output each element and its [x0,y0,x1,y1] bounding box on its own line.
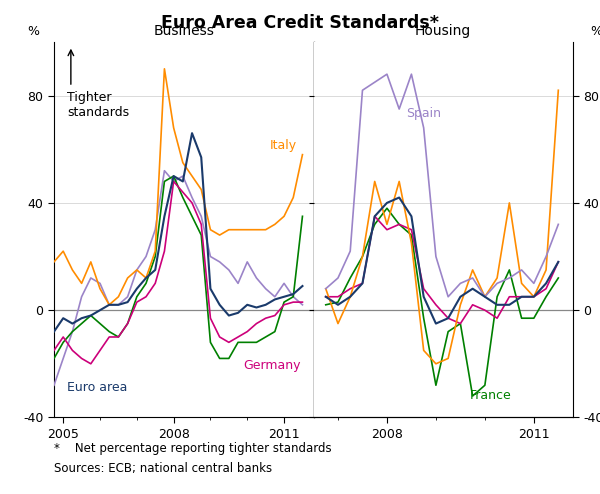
Text: Spain: Spain [407,107,442,120]
Text: %: % [590,25,600,38]
Text: Italy: Italy [269,139,296,152]
Text: Business: Business [154,24,214,38]
Text: Sources: ECB; national central banks: Sources: ECB; national central banks [54,462,272,475]
Text: Tighter
standards: Tighter standards [67,91,129,119]
Text: Euro Area Credit Standards*: Euro Area Credit Standards* [161,14,439,32]
Text: *    Net percentage reporting tighter standards: * Net percentage reporting tighter stand… [54,442,332,455]
Text: Germany: Germany [244,359,301,372]
Text: %: % [27,25,39,38]
Text: Euro area: Euro area [67,380,127,394]
Text: France: France [470,389,512,402]
Text: Housing: Housing [415,24,472,38]
